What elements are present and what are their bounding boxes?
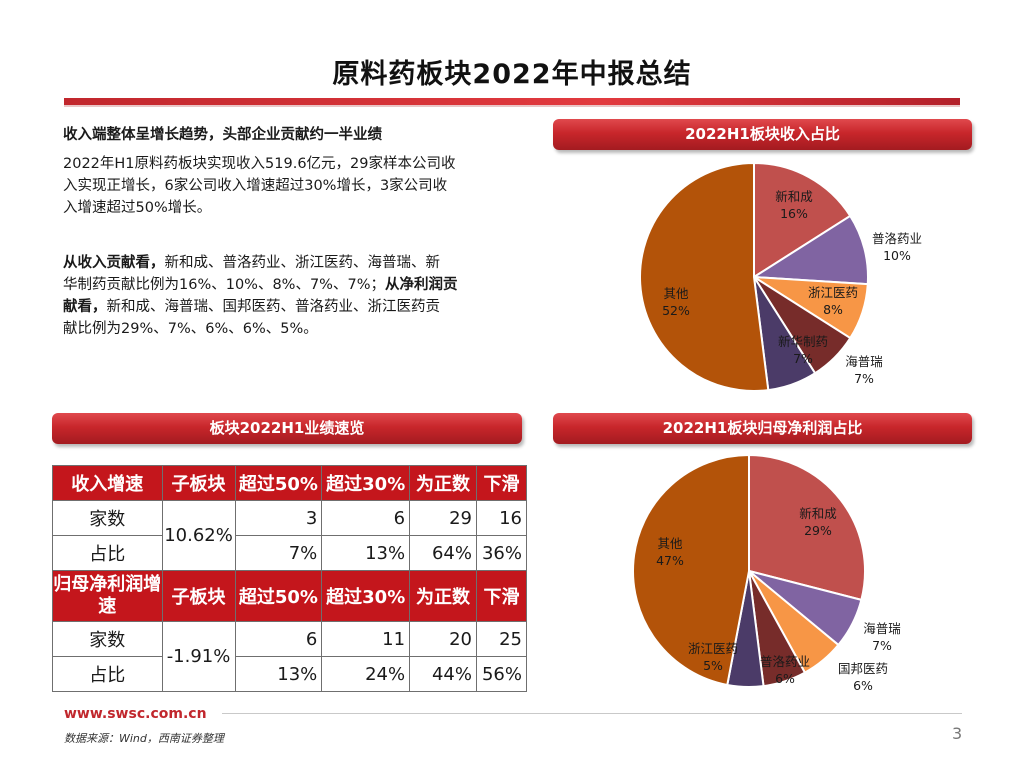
table-cell: 56% bbox=[475, 656, 528, 692]
row-label: 家数 bbox=[52, 621, 163, 657]
header-cell: 为正数 bbox=[409, 465, 477, 501]
table-cell: 24% bbox=[321, 656, 411, 692]
table-cell: 20 bbox=[409, 621, 477, 657]
table-ribbon: 板块2022H1业绩速览 bbox=[52, 413, 522, 444]
header-cell: 子板块 bbox=[161, 570, 236, 622]
title-divider bbox=[64, 98, 960, 105]
table-row: 家数 -1.91% 6 11 20 25 bbox=[52, 621, 528, 692]
performance-table: 收入增速 子板块 超过50% 超过30% 为正数 下滑 家数 10.62% 3 … bbox=[52, 465, 528, 692]
summary-paragraph-2: 从收入贡献看，新和成、普洛药业、浙江医药、海普瑞、新 华制药贡献比例为16%、1… bbox=[63, 255, 458, 337]
revenue-label-xinhecheng: 新和成 16% bbox=[775, 189, 813, 221]
pie-slice-新和成 bbox=[753, 161, 852, 279]
header-cell: 超过50% bbox=[234, 570, 323, 622]
footer-url: www.swsc.com.cn bbox=[64, 706, 207, 722]
revenue-label-xinhua: 新华制药 7% bbox=[777, 334, 828, 366]
profit-subsector-growth: -1.91% bbox=[161, 621, 236, 692]
table-cell: 25 bbox=[475, 621, 528, 657]
row-label: 家数 bbox=[52, 500, 163, 536]
revenue-pie-ribbon: 2022H1板块收入占比 bbox=[553, 119, 972, 150]
revenue-label-haipurui: 海普瑞 7% bbox=[845, 354, 883, 386]
table-cell: 36% bbox=[475, 535, 528, 571]
header-cell: 下滑 bbox=[475, 465, 528, 501]
data-source-note: 数据来源：Wind，西南证券整理 bbox=[64, 732, 224, 745]
table-cell: 64% bbox=[409, 535, 477, 571]
profit-label-puluo: 普洛药业 6% bbox=[759, 654, 810, 686]
table-cell: 3 bbox=[234, 500, 323, 536]
summary-paragraph-1: 2022年H1原料药板块实现收入519.6亿元，29家样本公司收 入实现正增长，… bbox=[63, 156, 456, 216]
profit-pie-ribbon: 2022H1板块归母净利润占比 bbox=[553, 413, 972, 444]
title-divider-shadow bbox=[64, 105, 960, 107]
revenue-label-zhejiang: 浙江医药 8% bbox=[807, 285, 858, 317]
header-cell: 下滑 bbox=[475, 570, 528, 622]
row-label: 占比 bbox=[52, 535, 163, 571]
profit-label-xinhecheng: 新和成 29% bbox=[799, 506, 837, 538]
table-cell: 13% bbox=[234, 656, 323, 692]
table-cell: 7% bbox=[234, 535, 323, 571]
pie-slice-其他 bbox=[632, 453, 750, 687]
revenue-label-puluo: 普洛药业 10% bbox=[871, 231, 922, 263]
slide-title: 原料药板块2022年中报总结 bbox=[332, 59, 692, 90]
table-cell: 16 bbox=[475, 500, 528, 536]
summary-heading: 收入端整体呈增长趋势，头部企业贡献约一半业绩 bbox=[63, 127, 382, 143]
table-cell: 6 bbox=[321, 500, 411, 536]
pie-slice-其他 bbox=[639, 161, 770, 392]
pie-slice-新和成 bbox=[748, 453, 866, 602]
profit-label-haipurui: 海普瑞 7% bbox=[863, 621, 901, 653]
footer-divider bbox=[222, 713, 962, 714]
table-row: 家数 10.62% 3 6 29 16 bbox=[52, 500, 528, 571]
header-cell: 子板块 bbox=[161, 465, 236, 501]
header-cell: 为正数 bbox=[409, 570, 477, 622]
header-cell: 归母净利润增速 bbox=[52, 570, 163, 622]
revenue-pie-chart bbox=[639, 161, 869, 392]
table-row: 占比 13% 24% 44% 56% bbox=[52, 656, 528, 692]
table-cell: 44% bbox=[409, 656, 477, 692]
table-row: 占比 7% 13% 64% 36% bbox=[52, 535, 528, 571]
row-label: 占比 bbox=[52, 656, 163, 692]
pie-slice-普洛药业 bbox=[750, 214, 869, 286]
header-cell: 超过50% bbox=[234, 465, 323, 501]
profit-pie-chart bbox=[632, 453, 866, 688]
header-cell: 超过30% bbox=[321, 570, 411, 622]
profit-label-other: 其他 47% bbox=[656, 536, 684, 568]
page-number: 3 bbox=[952, 724, 963, 743]
header-cell: 超过30% bbox=[321, 465, 411, 501]
profit-label-zhejiang: 浙江医药 5% bbox=[687, 641, 738, 673]
profit-header-row: 归母净利润增速 子板块 超过50% 超过30% 为正数 下滑 bbox=[52, 570, 528, 622]
header-cell: 收入增速 bbox=[52, 465, 163, 501]
table-cell: 29 bbox=[409, 500, 477, 536]
revenue-label-other: 其他 52% bbox=[662, 286, 690, 318]
table-cell: 6 bbox=[234, 621, 323, 657]
table-cell: 13% bbox=[321, 535, 411, 571]
revenue-subsector-growth: 10.62% bbox=[161, 500, 236, 571]
table-cell: 11 bbox=[321, 621, 411, 657]
profit-label-guobang: 国邦医药 6% bbox=[837, 661, 888, 693]
revenue-header-row: 收入增速 子板块 超过50% 超过30% 为正数 下滑 bbox=[52, 465, 528, 501]
